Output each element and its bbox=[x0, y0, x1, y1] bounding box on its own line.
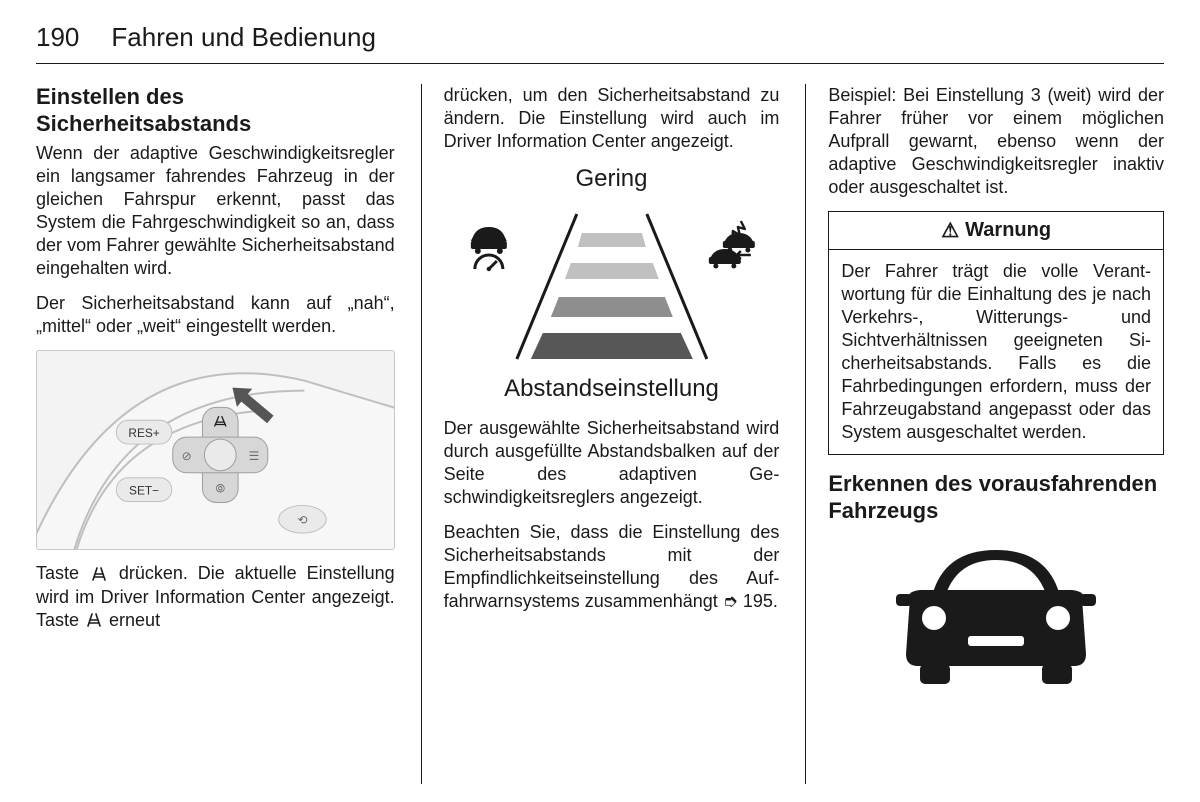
warning-icon: ⚠ bbox=[941, 218, 959, 243]
page-number: 190 bbox=[36, 22, 79, 53]
warning-box: ⚠ Warnung Der Fahrer trägt die volle Ver… bbox=[828, 211, 1164, 455]
paragraph: Der Sicherheitsabstand kann auf „nah“, „… bbox=[36, 292, 395, 338]
collision-warning-icon bbox=[708, 221, 754, 269]
cross-reference-page: 195. bbox=[738, 591, 778, 611]
gap-icon bbox=[89, 565, 109, 588]
three-column-layout: Einstellen des Sicherheitsabstands Wenn … bbox=[36, 84, 1164, 784]
paragraph: Wenn der adaptive Geschwindig­keitsregle… bbox=[36, 142, 395, 280]
svg-text:⊘: ⊘ bbox=[182, 449, 192, 463]
illust-top-label: Gering bbox=[444, 165, 780, 193]
manual-page: 190 Fahren und Bedienung Einstellen des … bbox=[0, 0, 1200, 802]
vehicle-ahead-icon bbox=[886, 536, 1106, 696]
warning-heading: ⚠ Warnung bbox=[829, 212, 1163, 250]
svg-text:⟲: ⟲ bbox=[297, 513, 307, 527]
paragraph: drücken, um den Sicherheitsabstand zu än… bbox=[444, 84, 780, 153]
paragraph: Der ausgewählte Sicherheitsabstand wird … bbox=[444, 417, 780, 509]
section-heading-sicherheitsabstand: Einstellen des Sicherheitsabstands bbox=[36, 84, 395, 138]
gap-setting-illustration: Gering bbox=[444, 165, 780, 403]
column-1: Einstellen des Sicherheitsabstands Wenn … bbox=[36, 84, 395, 784]
text-run: Taste bbox=[36, 563, 89, 583]
column-3: Beispiel: Bei Einstellung 3 (weit) wird … bbox=[805, 84, 1164, 784]
steering-wheel-svg: ⊘ ☰ ⦾ RES+ SET− bbox=[37, 351, 394, 549]
warning-title: Warnung bbox=[965, 219, 1051, 242]
car-speedometer-icon bbox=[470, 227, 506, 271]
paragraph: Beachten Sie, dass die Einstellung des S… bbox=[444, 521, 780, 613]
svg-text:☰: ☰ bbox=[249, 449, 260, 463]
paragraph: Beispiel: Bei Einstellung 3 (weit) wird … bbox=[828, 84, 1164, 199]
steering-wheel-illustration: ⊘ ☰ ⦾ RES+ SET− bbox=[36, 350, 395, 550]
text-run: erneut bbox=[104, 610, 160, 630]
vehicle-ahead-illustration bbox=[828, 531, 1164, 701]
column-2: drücken, um den Sicherheitsabstand zu än… bbox=[421, 84, 780, 784]
set-minus-label: SET− bbox=[129, 483, 159, 497]
section-heading-erkennen: Erkennen des vorausfahrenden Fahrzeugs bbox=[828, 471, 1164, 525]
gap-setting-svg bbox=[444, 199, 780, 369]
paragraph: Taste drücken. Die aktuelle Ein­stellung… bbox=[36, 562, 395, 633]
illust-bottom-label: Abstandseinstellung bbox=[444, 375, 780, 403]
svg-text:⦾: ⦾ bbox=[216, 481, 226, 495]
warning-body: Der Fahrer trägt die volle Verant­wortun… bbox=[829, 250, 1163, 454]
cross-reference-glyph: ➮ bbox=[723, 591, 738, 611]
chapter-title: Fahren und Bedienung bbox=[111, 22, 376, 53]
page-header: 190 Fahren und Bedienung bbox=[36, 22, 1164, 64]
gap-icon bbox=[84, 611, 104, 634]
distance-bars bbox=[530, 233, 692, 359]
res-plus-label: RES+ bbox=[128, 426, 159, 440]
